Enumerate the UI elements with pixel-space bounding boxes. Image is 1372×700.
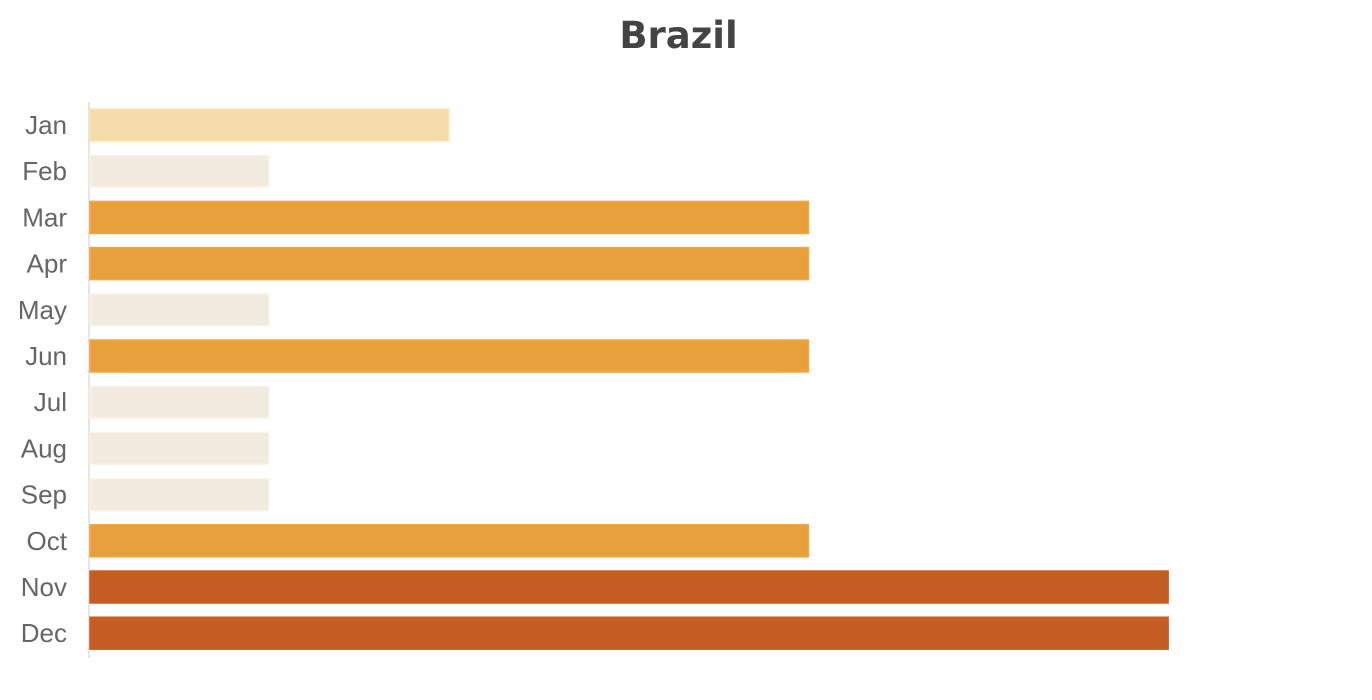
y-tick-label-oct: Oct [27,526,68,556]
y-tick-label-feb: Feb [22,156,67,186]
bar-jan [89,108,450,142]
bar-nov [89,570,1169,604]
y-tick-labels-group: Jan Feb Mar Apr May Jun Jul Aug Sep Oct Nov Dec [18,110,68,648]
y-tick-label-dec: Dec [21,618,67,648]
bars-group [89,108,1169,650]
bar-aug [89,431,270,466]
bar-dec [89,616,1169,650]
y-tick-label-apr: Apr [27,249,68,279]
y-tick-label-jun: Jun [25,341,67,371]
bar-apr [89,246,810,281]
y-tick-label-may: May [18,295,67,325]
y-tick-label-nov: Nov [21,572,67,602]
bar-oct [89,524,810,558]
y-tick-label-sep: Sep [21,480,67,510]
y-tick-label-mar: Mar [22,202,67,232]
y-tick-label-jul: Jul [34,387,67,417]
chart-title: Brazil [619,14,738,57]
bar-jul [89,385,270,419]
bar-mar [89,200,810,235]
bar-jun [89,339,810,373]
bar-feb [89,154,270,188]
bar-may [89,293,270,327]
y-tick-label-jan: Jan [25,110,67,140]
bar-sep [89,477,270,512]
y-tick-label-aug: Aug [21,433,67,463]
